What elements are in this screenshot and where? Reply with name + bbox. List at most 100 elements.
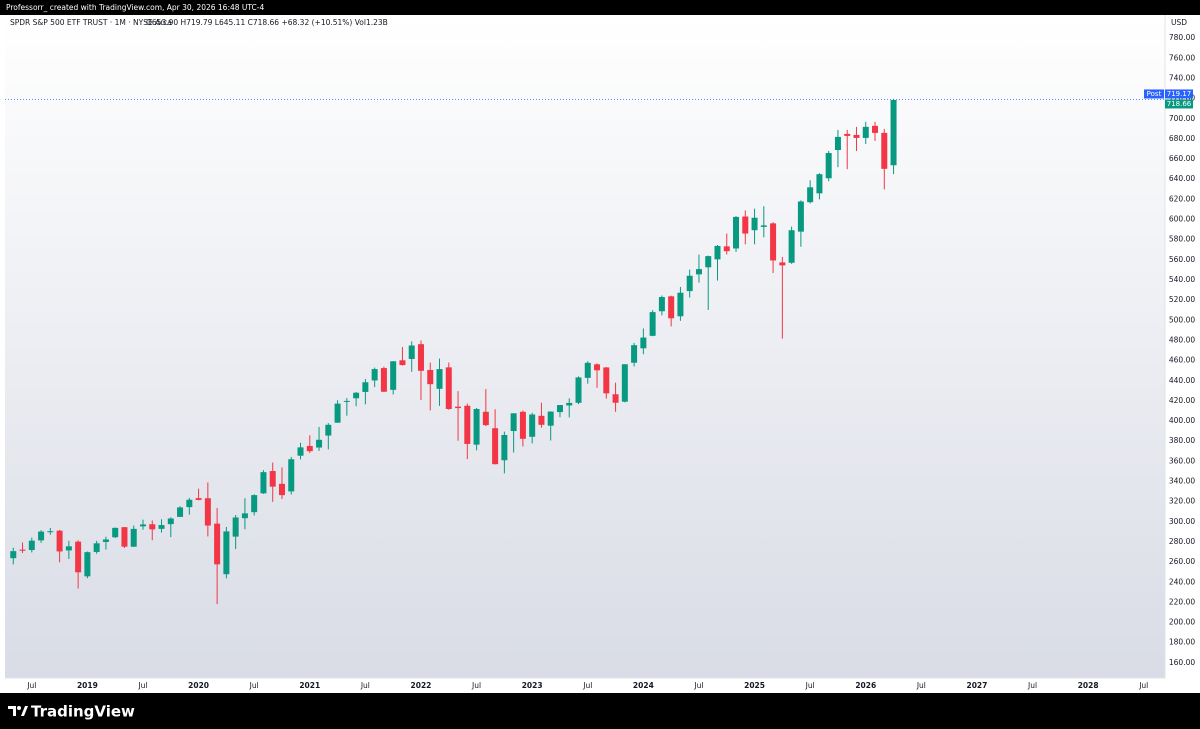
candle-body	[436, 369, 443, 389]
brand: TradingView	[31, 703, 135, 721]
candle-body	[19, 549, 26, 551]
candle-body	[603, 367, 610, 394]
x-tick-label: Jul	[137, 681, 147, 690]
candle-body	[779, 262, 786, 266]
last-price-box	[1165, 99, 1193, 109]
candle-body	[770, 223, 777, 261]
left-margin	[0, 15, 5, 693]
y-tick-label: 660.00	[1169, 154, 1195, 163]
candle-body	[353, 392, 360, 399]
candle-body	[556, 405, 563, 413]
candle-body	[195, 498, 202, 500]
y-tick-label: 500.00	[1169, 315, 1195, 324]
y-tick-label: 160.00	[1169, 658, 1195, 667]
y-tick-label: 480.00	[1169, 335, 1195, 344]
candle-body	[167, 518, 174, 525]
x-tick-label: Jul	[916, 681, 926, 690]
candle-body	[260, 472, 267, 494]
x-tick-label: Jul	[805, 681, 815, 690]
candle-body	[890, 99, 897, 166]
y-tick-label: 260.00	[1169, 557, 1195, 566]
candle-body	[473, 408, 480, 445]
y-tick-label: 220.00	[1169, 597, 1195, 606]
candle-body	[139, 524, 146, 527]
candle-body	[872, 125, 879, 133]
candle-body	[269, 471, 276, 487]
y-tick-label: 460.00	[1169, 356, 1195, 365]
candle-body	[232, 517, 239, 537]
top-bar	[0, 0, 1200, 15]
candle-body	[84, 552, 91, 577]
candle-body	[362, 382, 369, 392]
candle-body	[288, 459, 295, 492]
candle-body	[797, 201, 804, 232]
candle-body	[334, 403, 341, 423]
candle-body	[38, 531, 45, 541]
candle-body	[566, 402, 573, 406]
y-tick-label: 740.00	[1169, 73, 1195, 82]
candle-body	[519, 411, 526, 439]
candle-body	[751, 217, 758, 231]
candle-body	[297, 447, 304, 456]
y-tick-label: 600.00	[1169, 215, 1195, 224]
candle-body	[816, 174, 823, 194]
candle-body	[492, 428, 499, 465]
y-tick-label: 180.00	[1169, 638, 1195, 647]
candle-body	[204, 498, 211, 526]
candle-body	[621, 364, 628, 402]
candle-body	[464, 405, 471, 444]
candle-body	[121, 527, 128, 547]
post-label: Post	[1147, 90, 1162, 98]
x-tick-label: 2020	[188, 681, 209, 690]
author-line: Professorr_ created with TradingView.com…	[6, 3, 264, 12]
candle-body	[825, 153, 832, 179]
candle-body	[529, 414, 536, 437]
candle-body	[742, 216, 749, 234]
price-axis	[1165, 15, 1200, 678]
overlay: 160.00 180.00 200.00 220.00 240.00 260.00 280.…	[5, 33, 1195, 690]
candle-body	[510, 413, 517, 432]
y-tick-label: 700.00	[1169, 114, 1195, 123]
candle-body	[807, 187, 814, 203]
plot-area	[5, 15, 1165, 678]
candle-body	[325, 424, 332, 436]
candle-body	[408, 345, 415, 359]
candle-body	[158, 525, 165, 529]
x-tick-label: 2025	[744, 681, 765, 690]
candle-body	[10, 551, 17, 559]
candle-body	[371, 369, 378, 381]
x-tick-label: Jul	[693, 681, 703, 690]
symbol: SPDR S&P 500 ETF TRUST · 1M · NYSE Arca	[10, 18, 172, 27]
y-tick-label: 200.00	[1169, 618, 1195, 627]
x-tick-label: 2028	[1078, 681, 1099, 690]
candle-body	[316, 439, 323, 448]
candle-body	[547, 411, 554, 426]
candle-body	[723, 246, 730, 252]
x-tick-label: Jul	[26, 681, 36, 690]
candle-body	[390, 361, 397, 390]
x-tick-label: Jul	[1027, 681, 1037, 690]
bottom-bar	[0, 693, 1200, 729]
x-tick-label: Jul	[471, 681, 481, 690]
candle-body	[788, 230, 795, 263]
candle-body	[584, 362, 591, 378]
time-axis	[5, 678, 1200, 693]
candle-body	[482, 411, 489, 426]
candle-body	[241, 513, 248, 519]
candle-body	[399, 360, 406, 366]
candle-body	[594, 364, 601, 371]
y-tick-label: 340.00	[1169, 477, 1195, 486]
candle-body	[251, 495, 258, 513]
y-tick-label: 620.00	[1169, 194, 1195, 203]
candle-body	[760, 225, 767, 227]
x-tick-label: Jul	[1138, 681, 1148, 690]
candle-body	[112, 527, 119, 538]
candle-body	[668, 296, 675, 319]
candle-body	[686, 275, 693, 292]
x-tick-label: 2027	[967, 681, 988, 690]
candle-body	[28, 540, 35, 551]
x-tick-label: 2022	[411, 681, 432, 690]
x-tick-label: 2026	[855, 681, 876, 690]
candle-body	[455, 406, 462, 409]
